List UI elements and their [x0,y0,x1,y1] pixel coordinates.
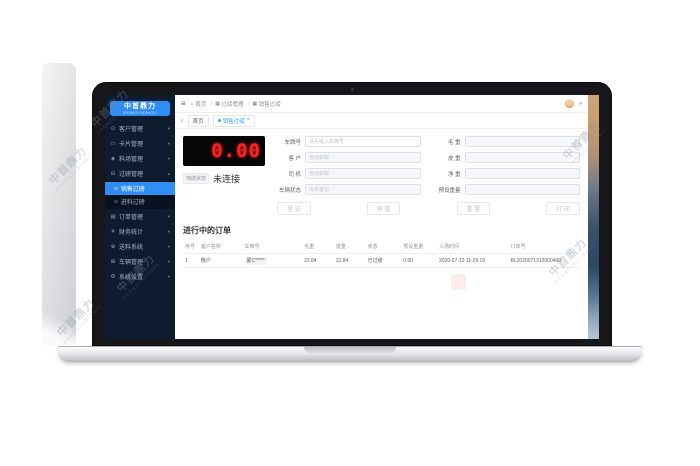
grid-icon: ▦ [252,100,258,107]
active-tab-dot [217,119,221,122]
chevron-down-icon[interactable]: ▾ [579,100,582,107]
desktop-wallpaper-strip [588,95,599,339]
customer-input[interactable] [305,152,421,163]
laptop-notch [304,347,396,353]
driver-input[interactable] [305,168,421,179]
breadcrumb-home[interactable]: ⌂ 首页 [191,100,213,108]
plate-tag: 蒙C***** [244,257,267,265]
field-gross-weight: 毛 重 [437,136,580,147]
field-tare-weight: 皮 重 [437,152,580,163]
red-seal-watermark [451,274,466,290]
breadcrumb-weighing[interactable]: ▦ 过磅管理 [215,100,249,108]
sidebar-item-customer[interactable]: ⊙ 客户管理 [105,121,175,136]
orders-section: 进行中的订单 序号 客户名称 车牌号 毛重 皮重 状态 预 [183,225,580,268]
finance-icon: ¥ [111,228,115,235]
topbar: ≡ ⌂ 首页 ▦ 过磅管理 ▦ 销售过磅 [175,95,588,113]
sidebar-menu: ⊙ 客户管理 ▭ 卡片管理 ◈ 料场管理 ⊟ 过磅管理 [105,121,175,284]
field-plate-number: 车牌号 [277,136,421,147]
weighing-icon: ⊟ [110,170,116,177]
plate-number-input[interactable] [305,136,421,147]
laptop-screen: 中首鼎力 ZHONGYUDINGLI ⊙ 客户管理 ▭ 卡片管理 ◈ 料场管理 [92,82,612,346]
sidebar-subitem-inbound-weighing[interactable]: ⊙ 进料过磅 [114,198,145,207]
weighing-submenu: ⊙ 销售过磅 ⊙ 进料过磅 [105,181,175,209]
material-icon: ◈ [110,155,116,162]
customer-icon: ⊙ [110,125,116,132]
device-edge [42,63,76,345]
breadcrumb: ⌂ 首页 ▦ 过磅管理 ▦ 销售过磅 [191,100,281,108]
card-icon: ▭ [110,140,116,147]
field-preset-weight: 预设重量 [437,184,580,195]
sidebar: 中首鼎力 ZHONGYUDINGLI ⊙ 客户管理 ▭ 卡片管理 ◈ 料场管理 [105,95,175,339]
camera-dot [350,88,354,91]
close-icon[interactable]: × [246,117,250,123]
weighing-form: 车牌号 毛 重 客 户 [277,136,580,215]
weigh-button[interactable]: 称 重 [366,202,401,215]
sidebar-item-delivery[interactable]: ⊕ 送料系统 [105,239,175,254]
subitem-icon: ⊙ [114,198,118,204]
vehicle-icon: ⊞ [110,258,116,265]
scale-display-column: 0.00 地磅状态 未连接 [183,136,265,215]
gross-weight-input[interactable] [464,136,580,147]
preset-weight-input[interactable] [464,184,580,195]
tare-weight-input[interactable] [464,152,580,163]
sidebar-item-material[interactable]: ◈ 料场管理 [105,151,175,166]
laptop-base [57,346,643,362]
sidebar-item-weighing[interactable]: ⊟ 过磅管理 [105,166,175,181]
net-weight-input[interactable] [464,168,580,179]
field-net-weight: 净 重 [437,168,580,179]
sidebar-subitem-sales-weighing[interactable]: ⊙ 销售过磅 [105,182,175,195]
hamburger-icon[interactable]: ≡ [181,98,186,108]
app-logo: 中首鼎力 ZHONGYUDINGLI [110,101,170,116]
main-area: ≡ ⌂ 首页 ▦ 过磅管理 ▦ 销售过磅 [175,95,588,339]
gear-icon: ⚙ [110,273,116,280]
subitem-icon: ⊙ [114,185,118,191]
scale-status-badge: 地磅状态 [183,173,210,184]
tabbar: ‹ 首页 销售过磅 × [175,113,588,129]
orders-title: 进行中的订单 [183,226,231,235]
reset-button[interactable]: 重 置 [456,202,491,215]
register-button[interactable]: 登 记 [277,202,311,215]
form-buttons: 登 记 称 重 重 置 打 印 [277,202,580,215]
vehicle-status-input[interactable] [305,184,421,195]
sidebar-item-finance[interactable]: ¥ 财务统计 [105,224,175,239]
sidebar-item-orders[interactable]: ▤ 订单管理 [105,209,175,224]
home-icon: ⌂ [190,100,194,107]
tab-scroll-left-icon[interactable]: ‹ [181,115,184,125]
orders-table: 序号 客户名称 车牌号 毛重 皮重 状态 预设重量 入场时间 订单号 [183,240,580,268]
table-header-row: 序号 客户名称 车牌号 毛重 皮重 状态 预设重量 入场时间 订单号 [183,240,580,254]
field-customer: 客 户 [277,152,421,163]
scale-status: 地磅状态 未连接 [183,172,265,185]
page-content: 0.00 地磅状态 未连接 车牌号 [175,129,588,339]
print-button[interactable]: 打 印 [546,202,580,215]
logo-subtitle: ZHONGYUDINGLI [122,110,158,115]
sidebar-item-system[interactable]: ⚙ 系统设置 [105,269,175,284]
field-vehicle-status: 车辆状态 [277,184,421,195]
scale-status-text: 未连接 [213,174,241,184]
orders-icon: ▤ [110,213,116,220]
screen-content: 中首鼎力 ZHONGYUDINGLI ⊙ 客户管理 ▭ 卡片管理 ◈ 料场管理 [105,95,599,339]
field-driver: 司 机 [277,168,421,179]
table-row[interactable]: 1 散户 蒙C***** 22.84 22.84 已过磅 0.00 2020-0… [183,253,580,268]
weight-display: 0.00 [183,136,265,166]
sidebar-item-vehicle[interactable]: ⊞ 车辆管理 [105,254,175,269]
user-avatar[interactable] [565,99,575,108]
weighing-panel: 0.00 地磅状态 未连接 车牌号 [183,136,580,215]
sidebar-item-card[interactable]: ▭ 卡片管理 [105,136,175,151]
grid-icon: ▦ [215,100,220,107]
tab-home[interactable]: 首页 [187,114,209,127]
form-grid: 车牌号 毛 重 客 户 [277,136,580,195]
logo-title: 中首鼎力 [124,102,156,110]
breadcrumb-sales-weighing[interactable]: ▦ 销售过磅 [252,100,281,108]
delivery-icon: ⊕ [110,243,116,250]
tab-sales-weighing[interactable]: 销售过磅 × [212,114,255,127]
